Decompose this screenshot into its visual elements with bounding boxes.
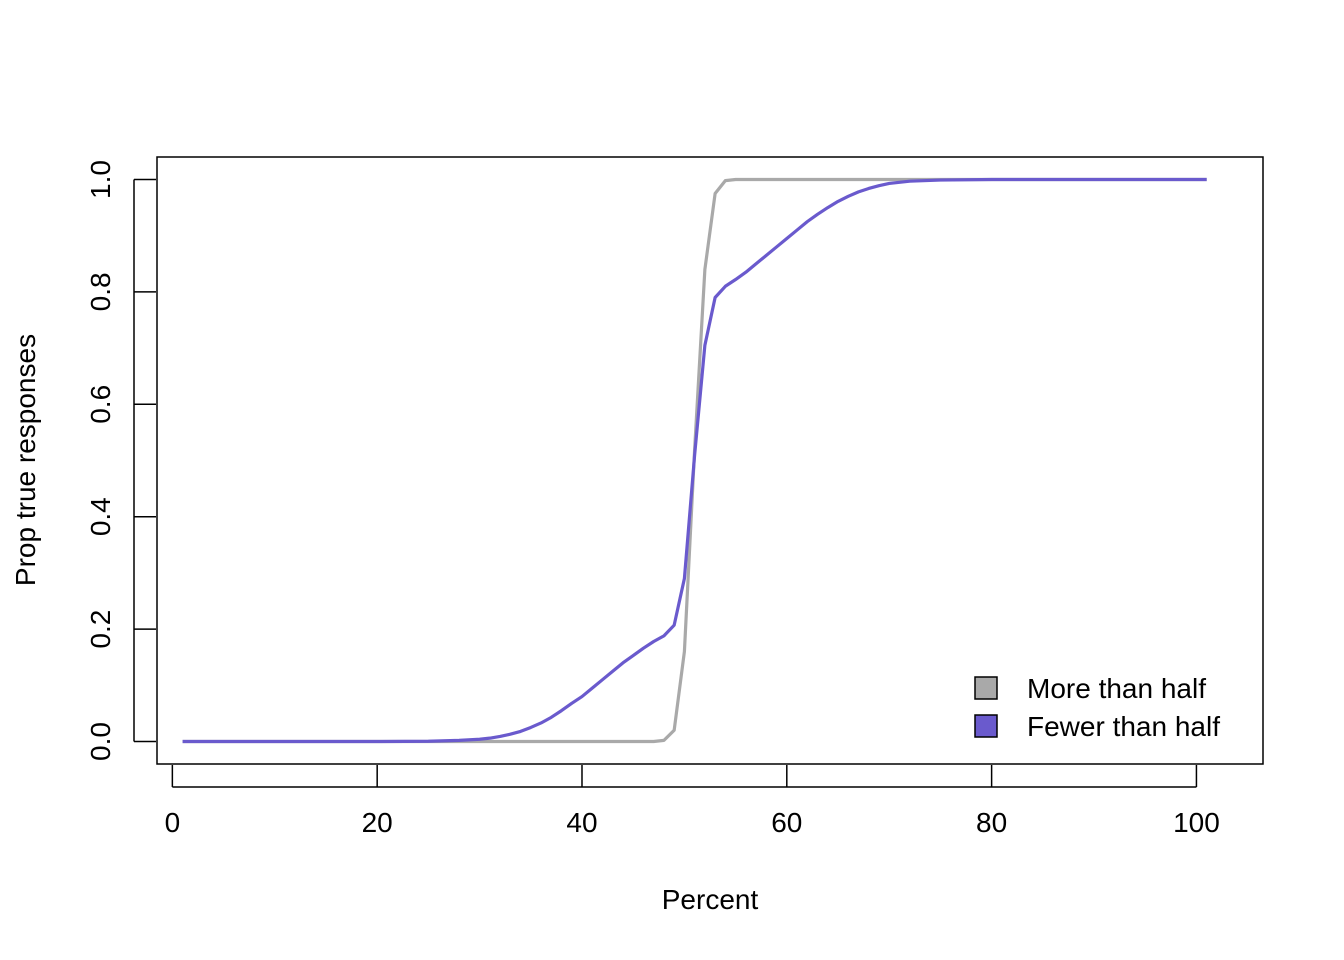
legend-swatch: [974, 714, 998, 738]
x-tick-label: 60: [771, 807, 802, 838]
y-tick-label: 0.8: [85, 272, 116, 311]
y-tick-label: 0.4: [85, 497, 116, 536]
x-tick-label: 80: [976, 807, 1007, 838]
legend-label: More than half: [1027, 673, 1206, 704]
y-tick-label: 0.6: [85, 385, 116, 424]
x-tick-label: 20: [362, 807, 393, 838]
series-line-fewer-than-half: [182, 177, 1207, 744]
legend: More than half Fewer than half: [974, 673, 1220, 742]
x-tick-label: 100: [1173, 807, 1220, 838]
legend-label: Fewer than half: [1027, 711, 1220, 742]
legend-swatch: [974, 676, 998, 700]
y-tick-label: 0.2: [85, 610, 116, 649]
y-tick-label: 1.0: [85, 160, 116, 199]
x-axis-label: Percent: [662, 884, 759, 915]
y-tick-label: 0.0: [85, 722, 116, 761]
plot-frame: [156, 156, 1264, 765]
x-tick-label: 0: [165, 807, 181, 838]
y-axis-label: Prop true responses: [10, 334, 41, 586]
x-tick-label: 40: [566, 807, 597, 838]
